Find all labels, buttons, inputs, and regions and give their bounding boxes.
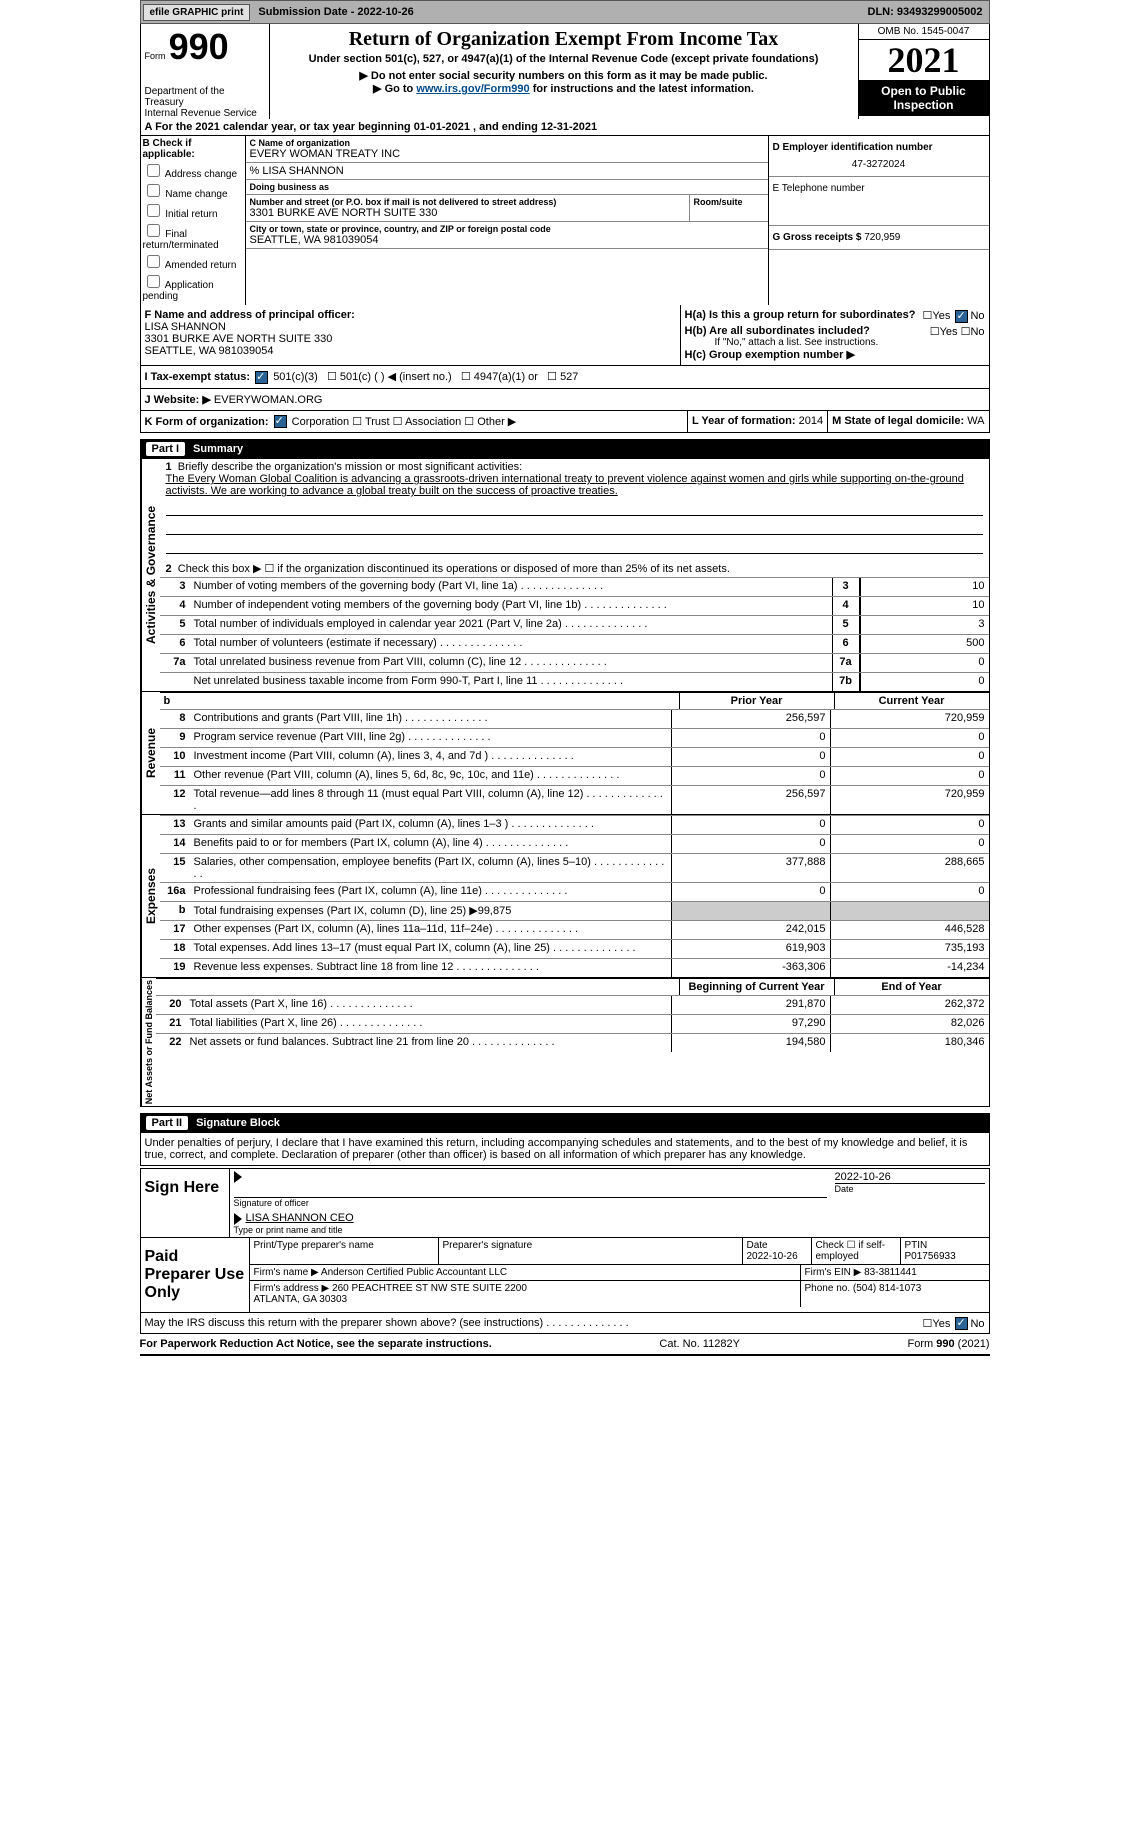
submission-date: Submission Date - 2022-10-26 — [258, 6, 413, 18]
chk-initial: Initial return — [143, 201, 243, 220]
m-lbl: M State of legal domicile: — [832, 415, 964, 427]
chk-final: Final return/terminated — [143, 221, 243, 251]
c-city: SEATTLE, WA 981039054 — [250, 234, 764, 246]
firm-ein: 83-3811441 — [864, 1267, 917, 1278]
mission-text: The Every Woman Global Coalition is adva… — [166, 473, 964, 497]
firm-name: Anderson Certified Public Accountant LLC — [321, 1267, 507, 1278]
c-name-lbl: C Name of organization — [250, 138, 764, 148]
mission-lbl: Briefly describe the organization's miss… — [178, 461, 522, 473]
declaration: Under penalties of perjury, I declare th… — [140, 1133, 990, 1166]
cy-hdr: Current Year — [834, 693, 989, 709]
sig-name: LISA SHANNON CEO — [246, 1212, 354, 1224]
c-room: Room/suite — [694, 197, 764, 207]
b-label: B Check if applicable: — [143, 138, 243, 160]
foot-l: For Paperwork Reduction Act Notice, see … — [140, 1338, 492, 1350]
j-val: EVERYWOMAN.ORG — [214, 394, 323, 406]
sub3b: for instructions and the latest informat… — [530, 83, 754, 95]
sign-here-lbl: Sign Here — [141, 1169, 230, 1236]
form-label: Form — [145, 51, 166, 61]
g-lbl: G Gross receipts $ — [773, 232, 862, 243]
bcy-hdr: Beginning of Current Year — [679, 979, 834, 995]
chk-501c3[interactable] — [255, 371, 268, 384]
irs: Internal Revenue Service — [145, 108, 265, 119]
dln: DLN: 93493299005002 — [868, 6, 983, 18]
prep-sig-lbl: Preparer's signature — [439, 1238, 743, 1264]
ptin: P01756933 — [905, 1251, 956, 1262]
prep-name-lbl: Print/Type preparer's name — [250, 1238, 439, 1264]
d-lbl: D Employer identification number — [773, 142, 985, 153]
c-dba-lbl: Doing business as — [250, 182, 764, 192]
j-lbl: J Website: ▶ — [145, 394, 211, 406]
prep-date: 2022-10-26 — [747, 1251, 798, 1262]
form-number: 990 — [169, 26, 229, 67]
part-2-header: Part IISignature Block — [140, 1113, 990, 1133]
tri-icon — [234, 1213, 242, 1225]
discuss-q: May the IRS discuss this return with the… — [145, 1317, 544, 1329]
subtitle2: ▶ Do not enter social security numbers o… — [272, 69, 856, 82]
row-a: A For the 2021 calendar year, or tax yea… — [140, 119, 990, 136]
open-to-public: Open to Public Inspection — [859, 80, 989, 116]
chk-name: Name change — [143, 181, 243, 200]
hb: H(b) Are all subordinates included? — [685, 325, 870, 337]
c-name: EVERY WOMAN TREATY INC — [250, 148, 764, 160]
eoy-hdr: End of Year — [834, 979, 989, 995]
e-tel-lbl: E Telephone number — [773, 183, 985, 194]
f-city: SEATTLE, WA 981039054 — [145, 345, 676, 357]
ha: H(a) Is this a group return for subordin… — [685, 309, 916, 321]
chk-pending: Application pending — [143, 272, 243, 302]
sub3a: ▶ Go to — [373, 83, 416, 95]
subtitle1: Under section 501(c), 527, or 4947(a)(1)… — [272, 53, 856, 65]
omb: OMB No. 1545-0047 — [859, 24, 989, 40]
vlabel-revenue: Revenue — [141, 692, 160, 814]
blank-line — [166, 539, 983, 554]
form-title: Return of Organization Exempt From Incom… — [272, 28, 856, 51]
col-b: B Check if applicable: Address change Na… — [141, 136, 246, 305]
m-val: WA — [967, 415, 984, 427]
py-hdr: Prior Year — [679, 693, 834, 709]
vlabel-activities: Activities & Governance — [141, 459, 160, 691]
f-addr: 3301 BURKE AVE NORTH SUITE 330 — [145, 333, 676, 345]
ha-no-chk[interactable] — [955, 310, 968, 323]
h-note: If "No," attach a list. See instructions… — [715, 337, 985, 348]
dept: Department of the Treasury — [145, 86, 265, 108]
form-header: Form 990 Department of the Treasury Inte… — [140, 24, 990, 119]
blank-line — [166, 501, 983, 516]
d-ein: 47-3272024 — [773, 159, 985, 170]
c-city-lbl: City or town, state or province, country… — [250, 224, 764, 234]
foot-m: Cat. No. 11282Y — [659, 1338, 740, 1350]
chk-corp[interactable] — [274, 415, 287, 428]
sig-officer: Signature of officer — [234, 1197, 827, 1208]
tax-year: 2021 — [859, 40, 989, 80]
vlabel-expenses: Expenses — [141, 815, 160, 977]
hc: H(c) Group exemption number ▶ — [685, 348, 985, 361]
chk-amended: Amended return — [143, 252, 243, 271]
k-lbl: K Form of organization: — [145, 416, 269, 428]
sig-date-val: 2022-10-26 — [835, 1171, 985, 1183]
sig-date-lbl: Date — [835, 1183, 985, 1194]
line-2: Check this box ▶ ☐ if the organization d… — [178, 563, 730, 575]
efile-button[interactable]: efile GRAPHIC print — [143, 4, 251, 21]
firm-phone: (504) 814-1073 — [853, 1283, 921, 1294]
c-addr-lbl: Number and street (or P.O. box if mail i… — [250, 197, 685, 207]
part-1-header: Part ISummary — [140, 439, 990, 459]
tri-icon — [234, 1171, 242, 1183]
c-care: % LISA SHANNON — [250, 165, 764, 177]
irs-link[interactable]: www.irs.gov/Form990 — [416, 83, 529, 95]
blank-line — [166, 520, 983, 535]
g-val: 720,959 — [864, 232, 900, 243]
paid-lbl: Paid Preparer Use Only — [141, 1238, 250, 1312]
f-name: LISA SHANNON — [145, 321, 676, 333]
vlabel-netassets: Net Assets or Fund Balances — [141, 978, 156, 1106]
l-lbl: L Year of formation: — [692, 415, 796, 427]
f-lbl: F Name and address of principal officer: — [145, 309, 676, 321]
c-addr: 3301 BURKE AVE NORTH SUITE 330 — [250, 207, 685, 219]
header-bar: efile GRAPHIC print Submission Date - 20… — [140, 0, 990, 24]
prep-self: Check ☐ if self-employed — [812, 1238, 901, 1264]
l-val: 2014 — [799, 415, 823, 427]
chk-address: Address change — [143, 161, 243, 180]
sig-type: Type or print name and title — [234, 1225, 985, 1235]
disc-no[interactable] — [955, 1317, 968, 1330]
i-lbl: I Tax-exempt status: — [145, 371, 251, 383]
foot-r: Form 990 (2021) — [908, 1338, 990, 1350]
